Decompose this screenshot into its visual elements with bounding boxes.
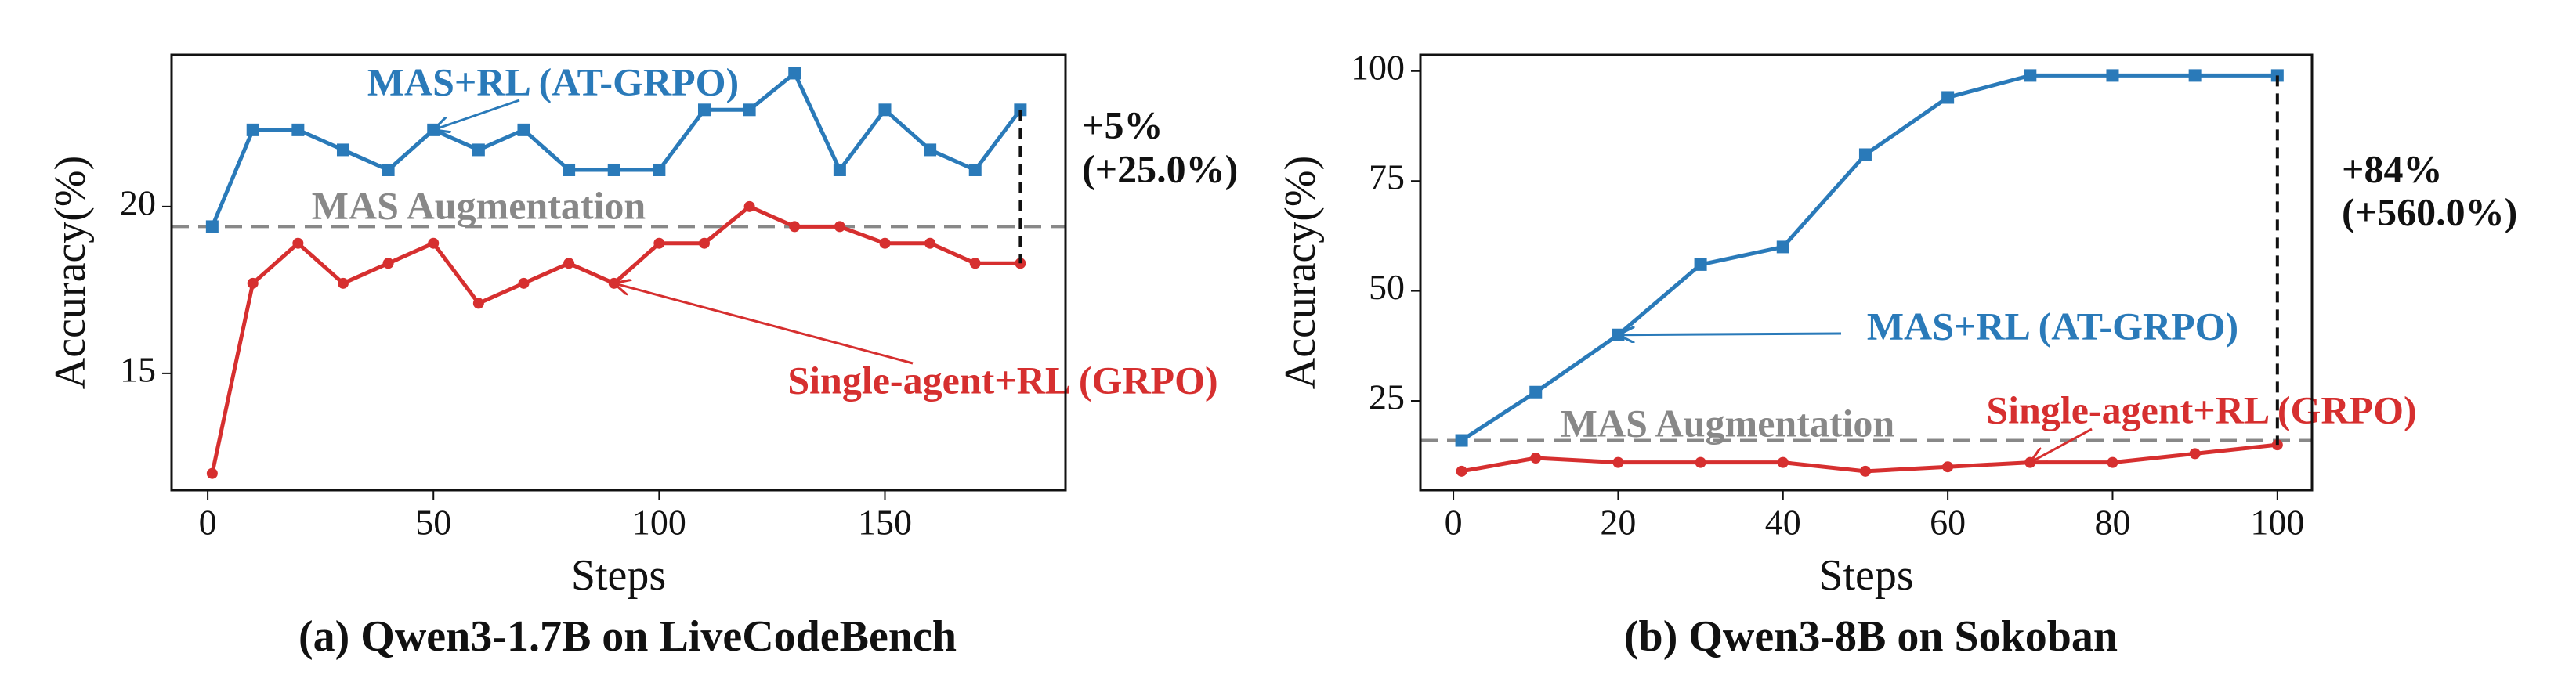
point: [878, 103, 892, 117]
panel: 0 50 100 150 15 20 Steps Accuracy(%) (a) Qwen3-1…: [46, 53, 1238, 661]
series-label: MAS+RL (AT-GRPO): [1867, 304, 2238, 348]
point: [834, 221, 845, 233]
point: [1455, 434, 1468, 447]
y-axis-label: Accuracy(%): [46, 156, 95, 389]
baseline-label: MAS Augmentation: [1561, 401, 1895, 445]
point: [833, 163, 846, 176]
point: [246, 123, 259, 136]
point: [563, 163, 576, 176]
gain-label: +84%: [2342, 146, 2443, 190]
x-tick-label: 150: [858, 503, 912, 543]
point: [1695, 456, 1706, 468]
point: [924, 237, 936, 249]
point: [698, 237, 710, 249]
gain-label: (+560.0%): [2342, 189, 2517, 233]
point: [2188, 69, 2202, 82]
series-line: [1461, 442, 2278, 474]
point: [743, 103, 756, 117]
x-axis-label: Steps: [571, 551, 666, 600]
y-tick-label: 25: [1369, 377, 1405, 417]
x-tick-label: 0: [199, 503, 217, 543]
point: [969, 258, 981, 269]
point: [206, 467, 218, 479]
point: [653, 163, 666, 176]
y-tick-label: 20: [120, 182, 156, 222]
annotation-arrow: [614, 283, 914, 365]
annotation-arrow: [433, 99, 520, 130]
panel: 0 20 40 60 80 100 25 50 75 100 Steps Accuracy(%) (b)…: [1276, 47, 2517, 661]
point: [1456, 465, 1467, 477]
point: [292, 237, 304, 249]
y-tick-label: 100: [1351, 47, 1405, 87]
x-tick-label: 40: [1765, 503, 1801, 543]
y-tick-label: 75: [1369, 157, 1405, 197]
baseline-label: MAS Augmentation: [312, 183, 646, 227]
point: [2106, 69, 2119, 82]
point: [743, 200, 755, 212]
x-tick-label: 80: [2094, 503, 2130, 543]
x-tick-label: 60: [1930, 503, 1966, 543]
series-label: Single-agent+RL (GRPO): [787, 358, 1217, 402]
point: [1776, 240, 1789, 254]
x-tick-label: 0: [1445, 503, 1463, 543]
panel-caption: (a) Qwen3-1.7B on LiveCodeBench: [298, 612, 957, 661]
point: [968, 163, 982, 176]
point: [789, 221, 801, 233]
point: [337, 277, 349, 289]
x-tick-label: 20: [1600, 503, 1636, 543]
point: [428, 237, 440, 249]
point: [879, 237, 891, 249]
point: [2189, 448, 2201, 460]
point: [518, 277, 530, 289]
point: [382, 258, 394, 269]
x-tick-label: 100: [632, 503, 686, 543]
plot-frame: [1419, 53, 2314, 492]
y-axis-label: Accuracy(%): [1276, 156, 1325, 389]
series-line: [210, 204, 1021, 474]
point: [607, 163, 620, 176]
point: [697, 103, 711, 117]
annotation-arrow: [2030, 427, 2093, 463]
point: [472, 298, 484, 309]
series-label: MAS+RL (AT-GRPO): [367, 60, 739, 103]
x-axis-label: Steps: [1818, 551, 1913, 600]
point: [517, 123, 530, 136]
gain-label: +5%: [1082, 103, 1163, 146]
point: [382, 163, 395, 176]
point: [653, 237, 665, 249]
point: [291, 123, 305, 136]
y-tick-label: 15: [120, 349, 156, 389]
annotation-arrow: [1618, 334, 1842, 335]
point: [1777, 456, 1789, 468]
plot-frame: [170, 53, 1067, 492]
point: [2024, 69, 2037, 82]
point: [1530, 453, 1542, 464]
series-label: Single-agent+RL (GRPO): [1986, 388, 2416, 431]
point: [336, 143, 349, 157]
point: [1942, 461, 1954, 473]
x-tick-label: 100: [2250, 503, 2304, 543]
series-line: [1460, 73, 2278, 442]
point: [788, 67, 801, 80]
point: [1529, 385, 1543, 399]
gain-label: (+25.0%): [1082, 146, 1238, 190]
point: [1612, 456, 1624, 468]
point: [563, 258, 575, 269]
point: [2107, 456, 2118, 468]
panel-caption: (b) Qwen3-8B on Sokoban: [1624, 612, 2118, 661]
point: [1859, 465, 1871, 477]
point: [247, 277, 259, 289]
point: [1941, 91, 1955, 104]
x-tick-label: 50: [415, 503, 451, 543]
y-tick-label: 50: [1369, 267, 1405, 307]
point: [1858, 148, 1872, 161]
point: [924, 143, 937, 157]
point: [472, 143, 485, 157]
point: [1694, 258, 1707, 271]
point: [205, 220, 219, 233]
